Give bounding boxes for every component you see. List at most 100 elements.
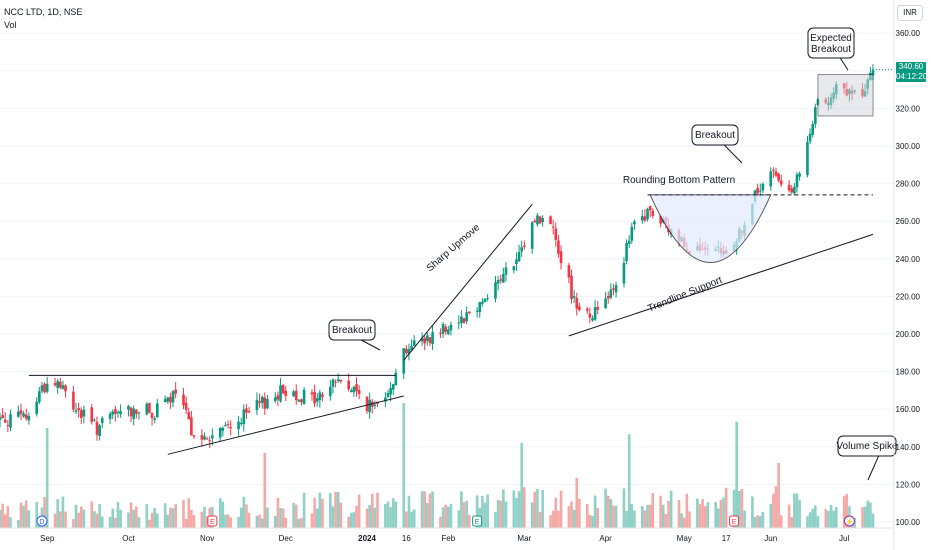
earnings-icon[interactable]: E bbox=[472, 515, 483, 527]
volume-bar bbox=[137, 517, 141, 528]
volume-bar bbox=[24, 500, 28, 528]
volume-bar bbox=[402, 403, 406, 528]
x-tick-label: Feb bbox=[441, 534, 455, 543]
candle-body bbox=[515, 259, 518, 265]
currency-badge[interactable]: INR bbox=[897, 5, 923, 21]
event-label: E bbox=[210, 519, 215, 526]
volume-bar bbox=[313, 497, 316, 528]
candle-body bbox=[310, 392, 314, 395]
candle-body bbox=[276, 395, 280, 400]
candle-body bbox=[622, 262, 626, 284]
ascending-trendline[interactable] bbox=[167, 395, 404, 455]
volume-bar bbox=[292, 502, 295, 528]
symbol-title[interactable]: NCC LTD, 1D, NSE bbox=[4, 7, 83, 17]
candle-body bbox=[321, 394, 324, 398]
event-label: E bbox=[732, 519, 737, 526]
candle-body bbox=[478, 302, 482, 313]
candle-body bbox=[533, 220, 537, 223]
volume-bar bbox=[155, 513, 159, 528]
volume-bar bbox=[567, 506, 571, 528]
sharp-upmove-arrow[interactable] bbox=[403, 203, 533, 361]
volume-bar bbox=[682, 517, 686, 528]
breakout-callout-1[interactable]: Breakout bbox=[328, 319, 381, 351]
volume-bar bbox=[585, 503, 589, 528]
candle-body bbox=[237, 421, 240, 430]
candle-body bbox=[790, 188, 794, 193]
pattern-overlays bbox=[28, 74, 874, 455]
volume-bar bbox=[95, 513, 99, 528]
time-axis[interactable]: Sep Oct Nov Dec 2024 16 Feb Mar Apr May 17 Jun Jul bbox=[0, 527, 894, 543]
volume-bar bbox=[515, 497, 518, 528]
event-badges[interactable]: D E E E ⚡ bbox=[36, 515, 855, 527]
consolidation-box[interactable] bbox=[817, 74, 874, 117]
candle-body bbox=[428, 337, 432, 343]
candle-body bbox=[17, 411, 20, 417]
volume-bar bbox=[630, 503, 634, 528]
trendline-support[interactable] bbox=[568, 233, 874, 337]
volume-bar bbox=[22, 505, 25, 528]
volume-bar bbox=[315, 508, 319, 528]
volume-bar bbox=[394, 501, 398, 528]
candle-body bbox=[798, 173, 801, 177]
volume-bar bbox=[184, 519, 188, 528]
volume-bar bbox=[224, 514, 227, 528]
volume-spike-callout[interactable]: Volume Spike bbox=[836, 435, 898, 481]
y-tick-label: 140.00 bbox=[896, 443, 921, 452]
y-tick-label: 200.00 bbox=[896, 330, 921, 339]
earnings-icon[interactable]: E bbox=[207, 515, 218, 527]
volume-bar bbox=[677, 500, 681, 528]
volume-bar bbox=[82, 509, 86, 528]
candle-body bbox=[439, 332, 442, 334]
volume-bar bbox=[609, 499, 613, 528]
candle-body bbox=[192, 435, 196, 437]
candle-body bbox=[504, 267, 508, 275]
volume-bar bbox=[148, 519, 151, 528]
candle-body bbox=[612, 288, 615, 290]
candle-body bbox=[523, 245, 526, 247]
volume-bar bbox=[538, 511, 542, 528]
candle-body bbox=[190, 417, 193, 436]
candle-body bbox=[643, 216, 647, 221]
annotation-text: Expected bbox=[810, 33, 852, 44]
candle-body bbox=[444, 326, 447, 332]
dividend-icon[interactable]: D bbox=[36, 515, 48, 527]
price-axis[interactable]: 360.00340.00320.00300.00280.00260.00240.… bbox=[893, 0, 921, 550]
candle-body bbox=[365, 396, 369, 411]
x-tick-label: 2024 bbox=[358, 534, 376, 543]
volume-indicator-label[interactable]: Vol bbox=[4, 20, 17, 30]
volume-bar bbox=[190, 509, 193, 528]
candle-body bbox=[22, 413, 25, 417]
candle-body bbox=[148, 402, 151, 413]
volume-bar bbox=[255, 515, 259, 528]
candle-body bbox=[163, 399, 167, 402]
volume-bar bbox=[790, 517, 794, 528]
candle-body bbox=[871, 69, 875, 76]
volume-bar bbox=[58, 511, 62, 528]
volume-bar bbox=[627, 434, 631, 528]
candle-body bbox=[114, 409, 117, 414]
candle-body bbox=[27, 415, 31, 421]
rounding-bottom-shape[interactable] bbox=[649, 194, 772, 264]
lightning-icon[interactable]: ⚡ bbox=[843, 515, 855, 527]
volume-bar bbox=[669, 490, 673, 528]
earnings-icon[interactable]: E bbox=[729, 515, 740, 527]
candle-body bbox=[386, 393, 390, 397]
candle-body bbox=[588, 313, 592, 318]
candles bbox=[0, 64, 875, 449]
candle-body bbox=[606, 295, 610, 299]
candle-body bbox=[659, 215, 662, 224]
volume-bar bbox=[753, 516, 757, 528]
candle-body bbox=[258, 401, 261, 403]
candle-body bbox=[538, 216, 542, 224]
volume-bar bbox=[9, 517, 12, 528]
volume-bar bbox=[61, 496, 65, 528]
volume-bar bbox=[3, 514, 7, 528]
volume-bar bbox=[17, 519, 20, 528]
chart-legend: NCC LTD, 1D, NSE Vol bbox=[4, 6, 82, 32]
breakout-callout-2[interactable]: Breakout bbox=[691, 124, 743, 164]
volume-bar bbox=[347, 516, 350, 528]
volume-bar bbox=[98, 504, 101, 528]
candle-body bbox=[266, 399, 269, 409]
